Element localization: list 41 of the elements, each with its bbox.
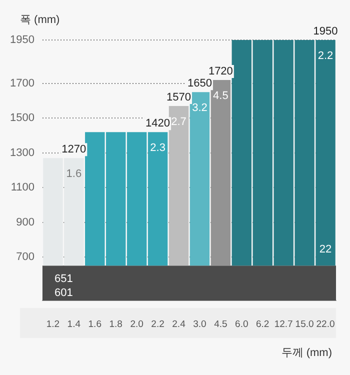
x-tick-label: 22.0 — [316, 318, 335, 330]
data-label: 1420 — [146, 118, 170, 130]
x-tick-label: 12.7 — [274, 318, 293, 330]
x-tick-label: 2.2 — [151, 318, 164, 330]
x-tick-label: 4.5 — [214, 318, 228, 330]
y-tick-label: 1300 — [10, 146, 34, 159]
x-axis-title: 두께 (mm) — [281, 346, 332, 360]
x-tick-label: 2.0 — [130, 318, 144, 330]
x-tick-label: 1.4 — [67, 318, 81, 330]
x-tick-label: 3.0 — [193, 318, 206, 330]
bar — [190, 92, 210, 266]
annotation: 2.3 — [150, 142, 166, 154]
data-label: 1270 — [62, 144, 86, 156]
x-tick-label: 1.2 — [46, 318, 60, 330]
bar — [210, 80, 231, 266]
annotation: 2.7 — [171, 116, 186, 128]
annotation: 22 — [319, 244, 332, 256]
x-tick-label: 1.8 — [109, 318, 122, 330]
annotation: 601 — [54, 287, 73, 300]
data-label: 1950 — [313, 26, 338, 38]
annotation: 2.2 — [318, 50, 334, 62]
annotation: 1.6 — [66, 168, 82, 180]
y-tick-label: 1950 — [10, 34, 34, 46]
bar — [168, 106, 189, 266]
x-tick-label: 15.0 — [295, 318, 314, 330]
x-tick-label: 2.4 — [172, 318, 186, 330]
y-tick-label: 700 — [16, 251, 34, 264]
x-tick-label: 1.6 — [88, 318, 102, 330]
annotation: 3.2 — [192, 102, 208, 114]
y-tick-label: 1500 — [10, 112, 34, 124]
y-tick-label: 1700 — [10, 77, 34, 90]
data-label: 1570 — [166, 92, 191, 104]
data-label: 1650 — [187, 78, 212, 90]
y-axis-title: 폭 (mm) — [20, 13, 60, 27]
x-tick-label: 6.0 — [235, 318, 248, 330]
y-tick-label: 1100 — [10, 182, 34, 194]
annotation: 4.5 — [213, 90, 228, 102]
x-tick-label: 6.2 — [256, 318, 270, 330]
y-tick-label: 900 — [16, 216, 34, 228]
data-label: 1720 — [208, 65, 233, 78]
band-label: 651 — [54, 273, 73, 286]
